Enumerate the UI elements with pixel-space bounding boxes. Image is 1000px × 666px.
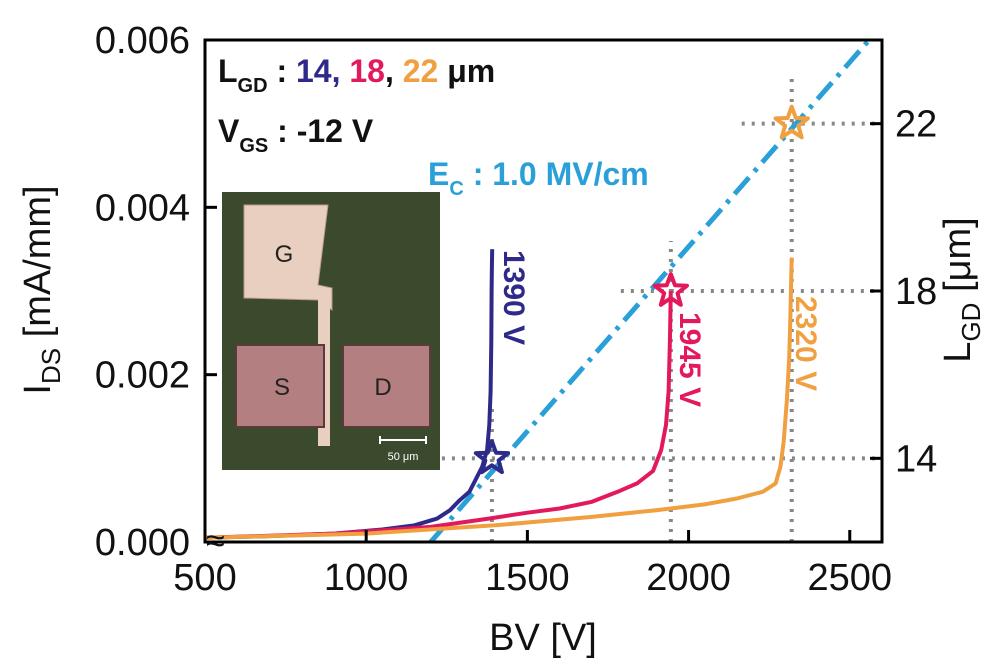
vgs-value: : -12 V — [268, 113, 374, 149]
y-tick-label-0: 0.000 — [95, 522, 190, 564]
lgd-label-sub: GD — [238, 75, 268, 97]
gate-pad — [243, 204, 333, 311]
bv-label-1945: 1945 V — [673, 312, 706, 407]
y-tick-label-1: 0.002 — [95, 355, 190, 397]
series-layer — [204, 249, 794, 540]
y-axis-title-unit: [mA/mm] — [17, 185, 59, 348]
vgs-annotation: VGS : -12 V — [218, 113, 374, 157]
y2-tick-label-22: 22 — [895, 104, 937, 146]
lgd-sep: : — [268, 53, 296, 89]
vgs-label-sub: GS — [239, 135, 268, 157]
y-axis-title: IDS [mA/mm] — [17, 185, 66, 394]
y-tick-label-2: 0.004 — [95, 187, 190, 229]
vgs-label-main: V — [218, 113, 240, 149]
star-marker-1390 — [473, 439, 511, 475]
lgd-value-14: 14 — [296, 53, 332, 89]
stars-layer — [473, 104, 810, 475]
inset-micrograph: G S D 50 μm — [222, 192, 440, 470]
y2-axis-title-main: L — [937, 342, 979, 363]
y-axis-title-main: I — [17, 384, 59, 395]
inset-label-s: S — [274, 374, 290, 401]
series-line-1945 — [204, 290, 673, 540]
x-axis-title: BV [V] — [489, 617, 597, 659]
lgd-label-main: L — [218, 53, 238, 89]
ec-line — [428, 38, 871, 544]
bv-label-2320: 2320 V — [789, 296, 822, 391]
y-tick-label-3: 0.006 — [95, 20, 190, 62]
axis-break-mark: ≈ — [206, 522, 225, 560]
star-marker-1945 — [652, 272, 689, 307]
star-marker-2320 — [773, 104, 810, 140]
lgd-value-18: 18 — [349, 53, 385, 89]
source-pad — [235, 344, 325, 428]
inset-label-d: D — [374, 374, 391, 401]
x-tick-label-2000: 2000 — [646, 557, 731, 599]
series-line-2320 — [204, 257, 794, 540]
svg-text:IDS [mA/mm]: IDS [mA/mm] — [17, 185, 66, 394]
svg-text:LGD [μm]: LGD [μm] — [937, 217, 986, 362]
y-axis-title-sub: DS — [36, 348, 66, 384]
ec-value: : 1.0 MV/cm — [464, 156, 649, 192]
x-tick-label-2500: 2500 — [807, 557, 892, 599]
lgd-value-22: 22 — [403, 53, 439, 89]
x-tick-label-1500: 1500 — [485, 557, 570, 599]
lgd-annotation: LGD : 14, 18, 22 μm — [218, 53, 495, 97]
x-tick-label-500: 500 — [173, 557, 236, 599]
lgd-comma-1: , — [332, 53, 350, 89]
y2-axis-title-unit: [μm] — [937, 217, 979, 302]
ec-annotation: EC : 1.0 MV/cm — [428, 156, 649, 200]
ticks-layer: 500 1000 1500 2000 2500 0.000 0.002 0.004 0.006 1… — [95, 20, 937, 599]
scale-bar-label: 50 μm — [388, 451, 419, 463]
ec-label-main: E — [428, 156, 449, 192]
y2-axis-title: LGD [μm] — [937, 217, 986, 362]
drain-pad — [342, 344, 431, 428]
bv-label-1390: 1390 V — [497, 250, 530, 345]
x-tick-label-1000: 1000 — [324, 557, 409, 599]
lgd-unit: μm — [438, 53, 495, 89]
lgd-comma-2: , — [385, 53, 403, 89]
inset-label-g: G — [275, 241, 294, 268]
y2-tick-label-14: 14 — [895, 438, 937, 480]
y2-tick-label-18: 18 — [895, 271, 937, 313]
y2-axis-title-sub: GD — [956, 303, 986, 342]
ec-label-sub: C — [449, 178, 463, 200]
